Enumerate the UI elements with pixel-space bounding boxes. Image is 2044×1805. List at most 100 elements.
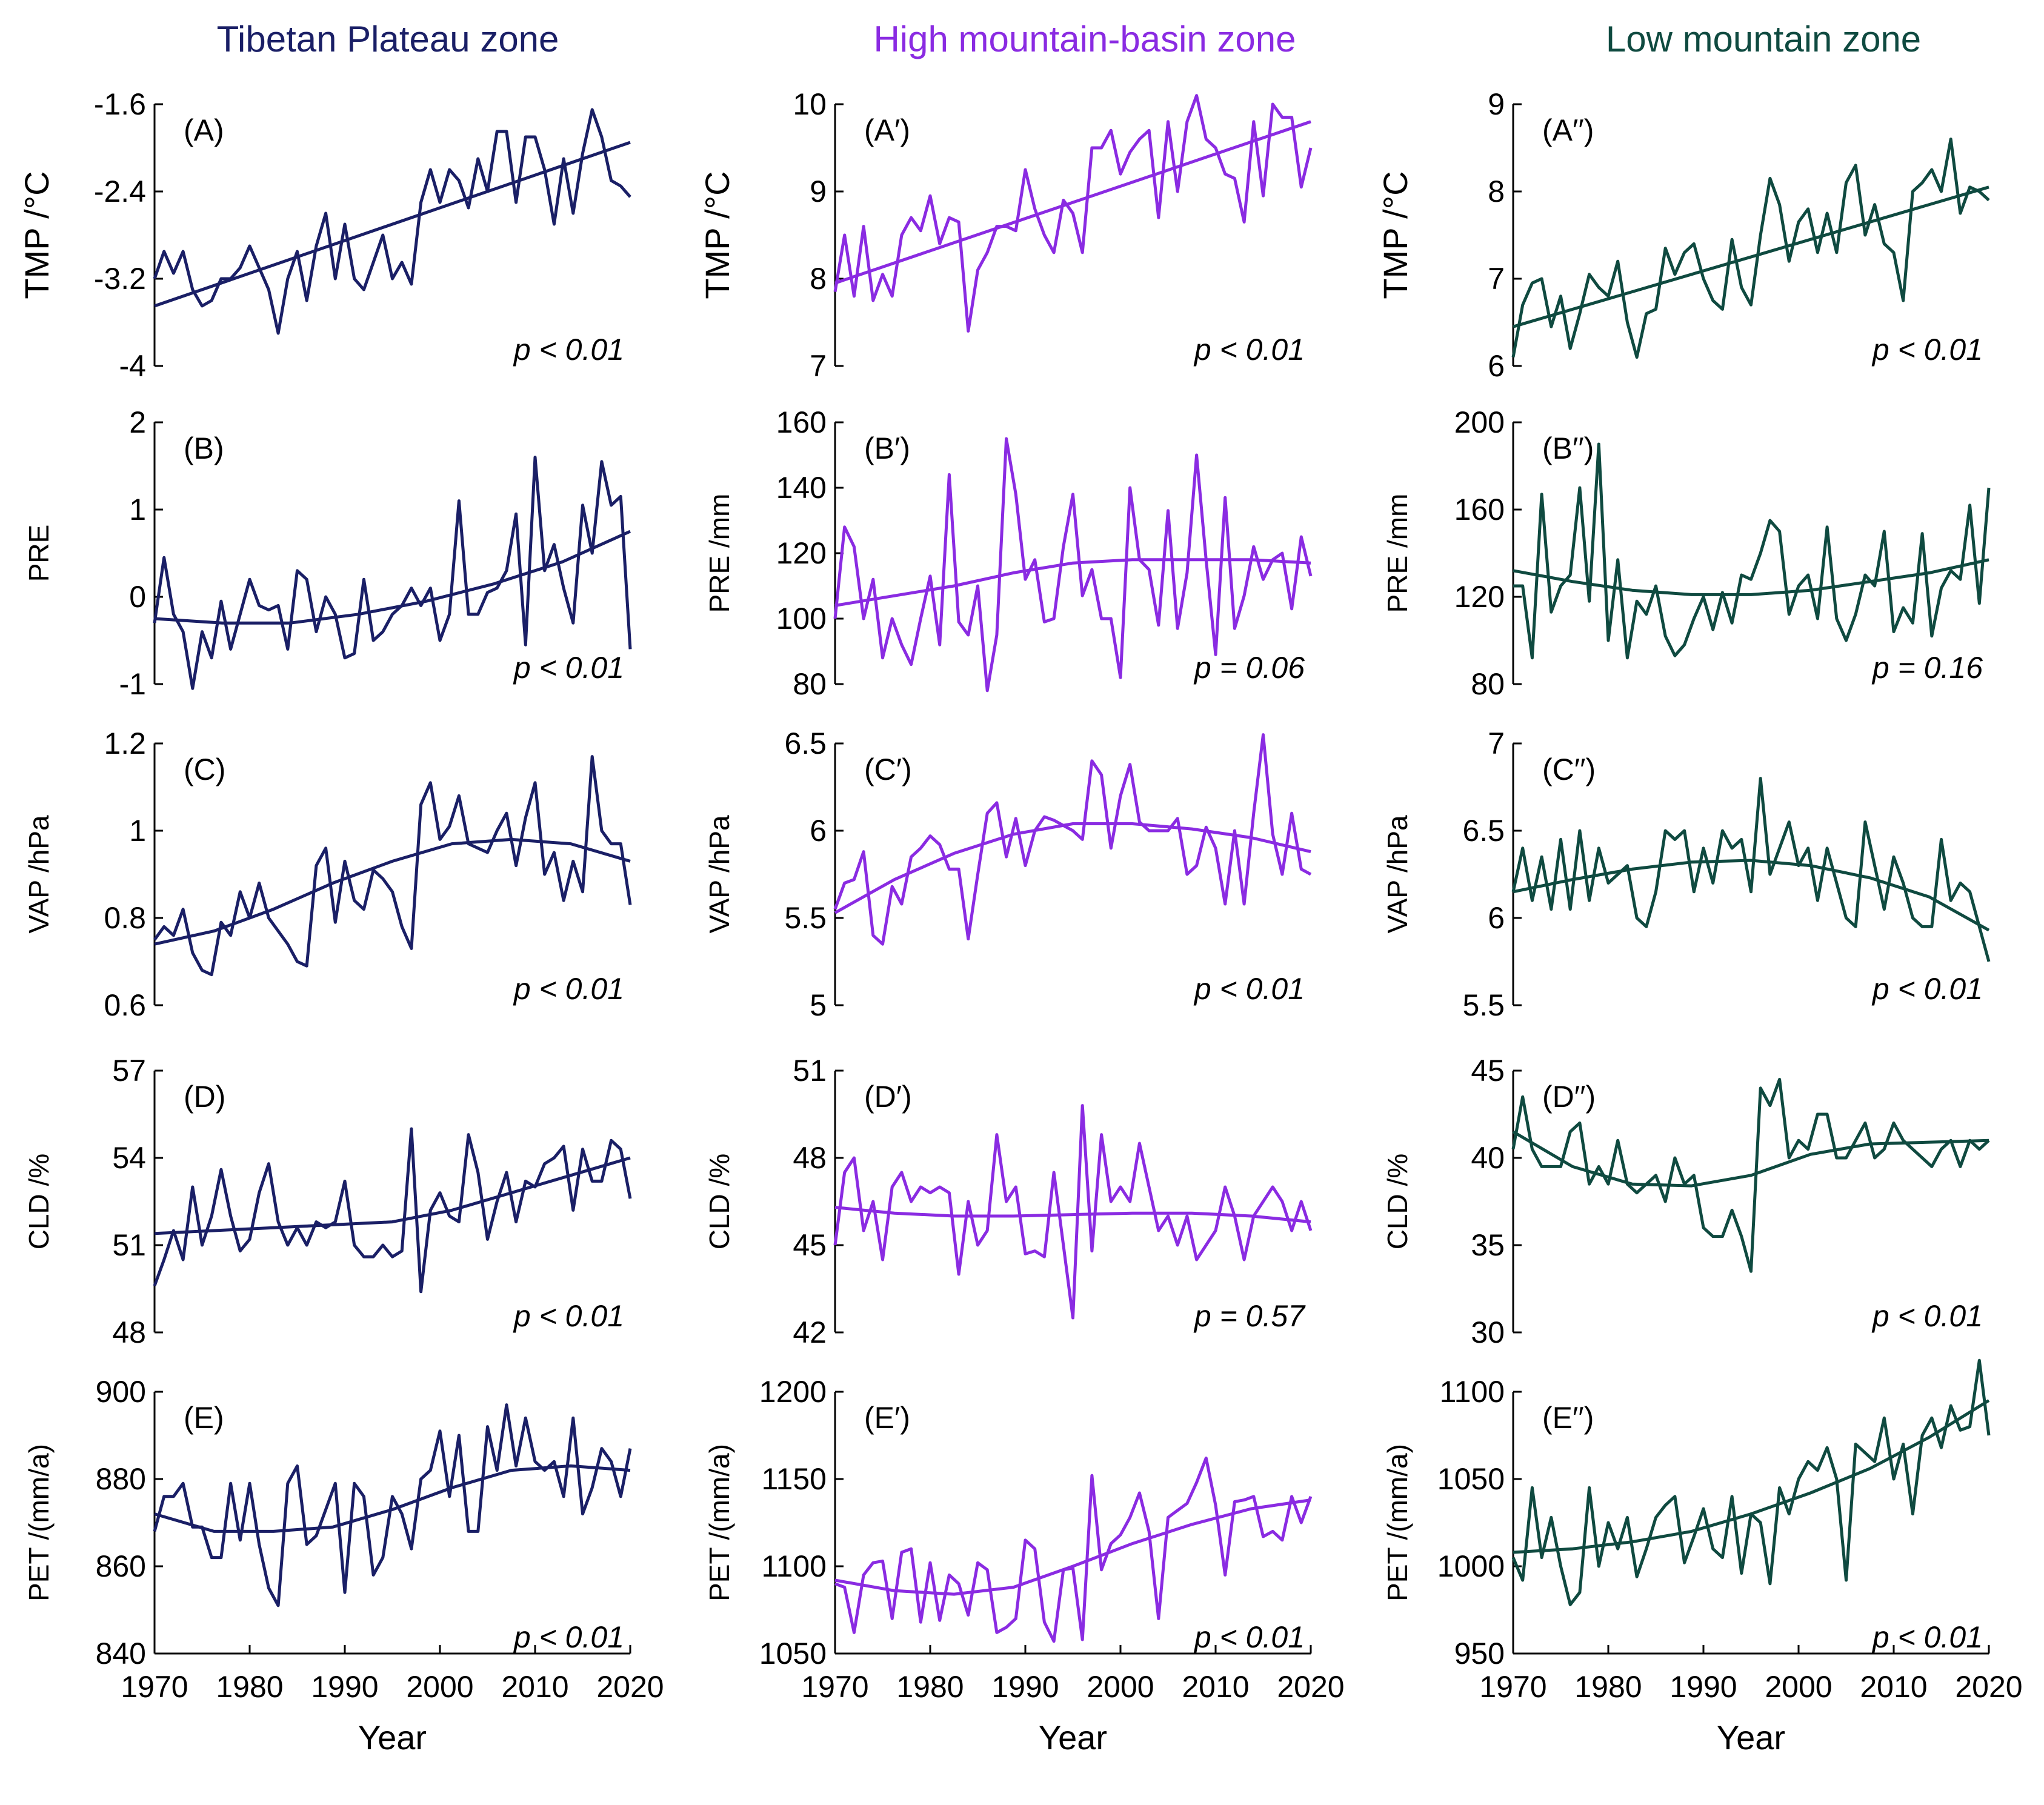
x-tick-label-c1r4: 2010 (1182, 1670, 1249, 1704)
y-tick-label-c0r2: 1.2 (104, 726, 146, 760)
trend-line-c1r2 (834, 822, 1311, 914)
panel-label-c2r1: (B′′) (1542, 431, 1594, 465)
x-tick-label-c2r4: 2000 (1765, 1670, 1832, 1704)
y-axis-label-c0r1: PRE (23, 525, 55, 582)
y-axis-label-c2r0: TMP /°C (1376, 171, 1414, 299)
data-series-c1r1 (833, 437, 1313, 693)
y-tick-label-c0r3: 57 (112, 1054, 146, 1088)
y-tick-label-c2r0: 7 (1488, 262, 1505, 296)
trend-line-c0r1 (154, 530, 631, 625)
trend-line-c2r2 (1513, 859, 1990, 932)
y-tick-label-c1r2: 5.5 (784, 901, 827, 935)
p-value-c1r4: p < 0.01 (1193, 1620, 1305, 1654)
data-series-c2r1 (1513, 442, 1991, 660)
y-tick-label-c2r2: 5.5 (1462, 988, 1505, 1022)
y-tick-label-c0r4: 880 (96, 1462, 146, 1496)
y-axis-label-c2r2: VAP /hPa (1382, 815, 1413, 934)
y-tick-label-c2r2: 7 (1488, 726, 1505, 760)
y-tick-label-c1r1: 80 (793, 667, 827, 701)
data-series-c0r4 (153, 1403, 632, 1607)
x-tick-label-c0r4: 2010 (501, 1670, 568, 1704)
y-tick-label-c2r1: 120 (1454, 580, 1505, 614)
y-tick-label-c0r4: 860 (96, 1549, 146, 1583)
y-tick-label-c1r1: 100 (776, 602, 827, 636)
y-tick-label-c1r2: 5 (810, 988, 827, 1022)
trend-line-c0r0 (154, 141, 631, 308)
p-value-c1r1: p = 0.06 (1193, 651, 1305, 685)
y-tick-label-c1r4: 1200 (759, 1375, 827, 1409)
x-tick-label-c2r4: 1970 (1479, 1670, 1546, 1704)
data-series-c2r4 (1511, 1358, 1991, 1606)
x-tick-label-c2r4: 1990 (1669, 1670, 1737, 1704)
y-tick-label-c0r4: 840 (96, 1637, 146, 1670)
y-tick-label-c0r0: -2.4 (94, 175, 146, 208)
y-tick-label-c2r3: 40 (1471, 1141, 1505, 1175)
panel-label-c2r4: (E′′) (1542, 1401, 1594, 1435)
y-axis-label-c1r3: CLD /% (704, 1154, 735, 1249)
y-axis-label-c0r3: CLD /% (23, 1154, 55, 1249)
panel-label-c2r0: (A′′) (1542, 113, 1594, 147)
y-tick-label-c2r1: 80 (1471, 667, 1505, 701)
y-tick-label-c2r2: 6 (1488, 901, 1505, 935)
panel-label-c1r0: (A′) (864, 113, 910, 147)
data-series-c2r0 (1511, 138, 1990, 359)
y-tick-label-c0r1: 0 (129, 580, 146, 614)
trend-line-c1r0 (834, 120, 1311, 285)
panel-label-c0r3: (D) (184, 1080, 225, 1114)
y-axis-label-c0r0: TMP /°C (18, 171, 56, 299)
panel-label-c1r4: (E′) (864, 1401, 910, 1435)
trend-line-c2r3 (1512, 1130, 1989, 1188)
data-series-c1r2 (833, 733, 1312, 946)
y-tick-label-c2r4: 1000 (1437, 1549, 1505, 1583)
x-tick-label-c1r4: 1970 (801, 1670, 868, 1704)
y-axis-label-c1r2: VAP /hPa (704, 815, 735, 934)
column-title-low-mountain: Low mountain zone (1606, 19, 1921, 59)
x-tick-label-c0r4: 1980 (216, 1670, 283, 1704)
y-tick-label-c2r4: 1050 (1437, 1462, 1505, 1496)
y-tick-label-c1r4: 1100 (761, 1549, 827, 1583)
trend-line-c2r4 (1513, 1399, 1990, 1554)
data-series-c0r1 (153, 456, 632, 690)
p-value-c2r4: p < 0.01 (1871, 1620, 1983, 1654)
y-tick-label-c1r1: 160 (776, 405, 827, 439)
y-tick-label-c1r3: 42 (793, 1315, 827, 1349)
panel-label-c2r2: (C′′) (1542, 753, 1596, 786)
y-axis-label-c2r4: PET /(mm/a) (1382, 1444, 1413, 1601)
y-tick-label-c1r0: 8 (810, 262, 827, 296)
x-tick-label-c0r4: 1990 (311, 1670, 378, 1704)
x-tick-label-c2r4: 2010 (1860, 1670, 1927, 1704)
y-tick-label-c2r4: 1100 (1439, 1375, 1505, 1409)
y-tick-label-c2r2: 6.5 (1462, 814, 1505, 848)
y-tick-label-c1r3: 48 (793, 1141, 827, 1175)
y-tick-label-c0r0: -3.2 (94, 262, 146, 296)
panel-label-c0r1: (B) (184, 431, 224, 465)
x-tick-label-c1r4: 2000 (1087, 1670, 1154, 1704)
y-tick-label-c0r3: 48 (112, 1315, 146, 1349)
p-value-c0r0: p < 0.01 (513, 333, 624, 367)
x-tick-label-c0r4: 2020 (596, 1670, 664, 1704)
panel-label-c0r2: (C) (184, 753, 225, 786)
y-tick-label-c1r2: 6.5 (784, 726, 827, 760)
column-title-tibetan: Tibetan Plateau zone (217, 19, 559, 59)
y-tick-label-c1r3: 51 (793, 1054, 827, 1088)
y-tick-label-c1r4: 1050 (759, 1637, 827, 1670)
y-tick-label-c2r0: 8 (1488, 175, 1505, 208)
x-tick-label-c1r4: 2020 (1277, 1670, 1344, 1704)
panel-label-c1r1: (B′) (864, 431, 910, 465)
x-tick-label-c2r4: 1980 (1574, 1670, 1642, 1704)
p-value-c0r3: p < 0.01 (513, 1299, 624, 1333)
trend-line-c1r3 (834, 1206, 1311, 1224)
y-tick-label-c2r4: 950 (1454, 1637, 1505, 1670)
y-axis-label-c0r2: VAP /hPa (23, 815, 55, 934)
x-tick-label-c0r4: 2000 (406, 1670, 473, 1704)
y-axis-label-c2r1: PRE /mm (1382, 494, 1413, 613)
y-tick-label-c2r3: 35 (1471, 1228, 1505, 1262)
y-tick-label-c0r4: 900 (96, 1375, 146, 1409)
data-series-c1r0 (833, 94, 1313, 333)
x-axis-label-c0r4: Year (358, 1718, 427, 1757)
y-axis-label-c2r3: CLD /% (1382, 1154, 1413, 1249)
y-tick-label-c1r2: 6 (810, 814, 827, 848)
y-axis-label-c1r1: PRE /mm (704, 494, 735, 613)
column-title-high-mountain: High mountain-basin zone (873, 19, 1296, 59)
